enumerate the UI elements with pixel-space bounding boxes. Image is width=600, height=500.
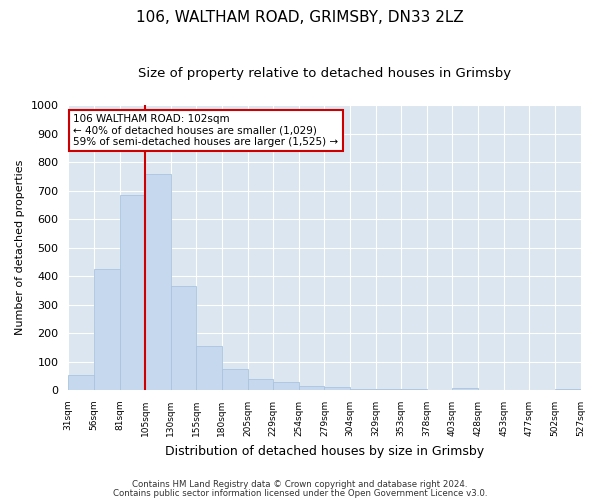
Title: Size of property relative to detached houses in Grimsby: Size of property relative to detached ho…: [138, 68, 511, 80]
Bar: [325, 387, 350, 390]
Bar: [248, 378, 273, 390]
Text: 106 WALTHAM ROAD: 102sqm
← 40% of detached houses are smaller (1,029)
59% of sem: 106 WALTHAM ROAD: 102sqm ← 40% of detach…: [73, 114, 338, 147]
Bar: [94, 269, 119, 390]
Bar: [401, 389, 427, 390]
Bar: [222, 368, 248, 390]
Y-axis label: Number of detached properties: Number of detached properties: [15, 160, 25, 336]
Bar: [119, 195, 145, 390]
Bar: [555, 388, 581, 390]
Bar: [299, 386, 325, 390]
Bar: [273, 382, 299, 390]
Text: Contains public sector information licensed under the Open Government Licence v3: Contains public sector information licen…: [113, 488, 487, 498]
Text: 106, WALTHAM ROAD, GRIMSBY, DN33 2LZ: 106, WALTHAM ROAD, GRIMSBY, DN33 2LZ: [136, 10, 464, 25]
Bar: [452, 388, 478, 390]
Text: Contains HM Land Registry data © Crown copyright and database right 2024.: Contains HM Land Registry data © Crown c…: [132, 480, 468, 489]
Bar: [196, 346, 222, 390]
Bar: [350, 388, 376, 390]
Bar: [376, 388, 401, 390]
Bar: [68, 376, 94, 390]
Bar: [171, 286, 196, 390]
X-axis label: Distribution of detached houses by size in Grimsby: Distribution of detached houses by size …: [165, 444, 484, 458]
Bar: [145, 174, 171, 390]
